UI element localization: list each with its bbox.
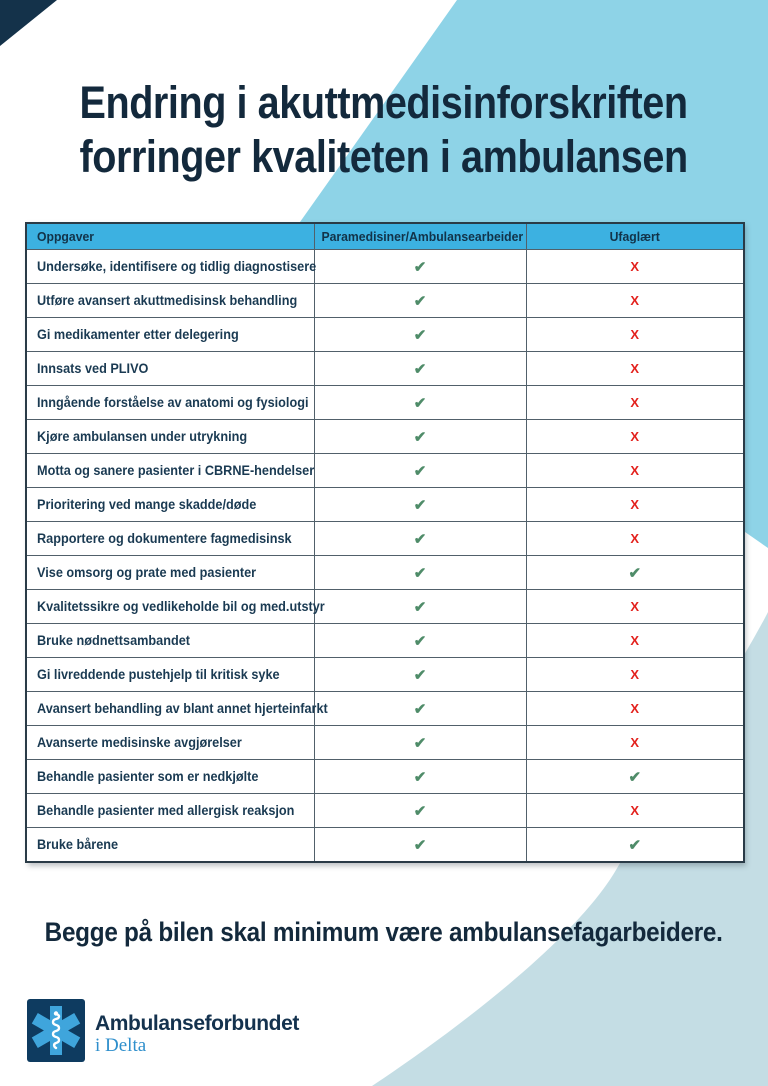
table-row: Gi medikamenter etter delegering ✔ X (25, 317, 745, 352)
table-row: Bruke bårene ✔ ✔ (25, 827, 745, 863)
task-label: Rapportere og dokumentere fagmedisinsk (25, 521, 315, 556)
header-unskilled: Ufaglært (525, 222, 745, 250)
table-row: Behandle pasienter med allergisk reaksjo… (25, 793, 745, 828)
table-row: Innsats ved PLIVO ✔ X (25, 351, 745, 386)
paramedic-mark: ✔ (313, 283, 527, 318)
unskilled-mark: X (525, 623, 745, 658)
unskilled-mark: X (525, 793, 745, 828)
star-of-life-icon (27, 999, 85, 1062)
table-row: Rapportere og dokumentere fagmedisinsk ✔… (25, 521, 745, 556)
table-row: Bruke nødnettsambandet ✔ X (25, 623, 745, 658)
paramedic-mark: ✔ (313, 759, 527, 794)
unskilled-mark: X (525, 521, 745, 556)
unskilled-mark: X (525, 351, 745, 386)
task-label: Gi medikamenter etter delegering (25, 317, 315, 352)
task-label: Innsats ved PLIVO (25, 351, 315, 386)
paramedic-mark: ✔ (313, 487, 527, 522)
table-row: Undersøke, identifisere og tidlig diagno… (25, 249, 745, 284)
table-row: Utføre avansert akuttmedisinsk behandlin… (25, 283, 745, 318)
task-label: Gi livreddende pustehjelp til kritisk sy… (25, 657, 315, 692)
table-row: Motta og sanere pasienter i CBRNE-hendel… (25, 453, 745, 488)
table-row: Gi livreddende pustehjelp til kritisk sy… (25, 657, 745, 692)
task-label: Avansert behandling av blant annet hjert… (25, 691, 328, 726)
paramedic-mark: ✔ (313, 657, 527, 692)
unskilled-mark: X (525, 249, 745, 284)
task-label: Bruke bårene (25, 827, 315, 863)
unskilled-mark: X (525, 283, 745, 318)
task-label: Vise omsorg og prate med pasienter (25, 555, 315, 590)
unskilled-mark: X (525, 725, 745, 760)
unskilled-mark: ✔ (525, 555, 745, 590)
paramedic-mark: ✔ (313, 419, 527, 454)
table-row: Prioritering ved mange skadde/døde ✔ X (25, 487, 745, 522)
table-row: Vise omsorg og prate med pasienter ✔ ✔ (25, 555, 745, 590)
task-label: Motta og sanere pasienter i CBRNE-hendel… (25, 453, 315, 488)
unskilled-mark: X (525, 657, 745, 692)
paramedic-mark: ✔ (313, 691, 527, 726)
paramedic-mark: ✔ (313, 317, 527, 352)
table-row: Kvalitetssikre og vedlikeholde bil og me… (25, 589, 745, 624)
unskilled-mark: X (525, 317, 745, 352)
task-label: Utføre avansert akuttmedisinsk behandlin… (25, 283, 315, 318)
logo-org-name: Ambulanseforbundet (95, 1012, 299, 1035)
table-row: Kjøre ambulansen under utrykning ✔ X (25, 419, 745, 454)
table-row: Behandle pasienter som er nedkjølte ✔ ✔ (25, 759, 745, 794)
task-label: Bruke nødnettsambandet (25, 623, 315, 658)
organization-logo: Ambulanseforbundet i Delta (27, 999, 299, 1062)
header-qualified: Paramedisiner/Ambulansearbeider (313, 222, 527, 250)
task-label: Behandle pasienter som er nedkjølte (25, 759, 315, 794)
paramedic-mark: ✔ (313, 351, 527, 386)
paramedic-mark: ✔ (313, 521, 527, 556)
unskilled-mark: X (525, 453, 745, 488)
table-body: Undersøke, identifisere og tidlig diagno… (25, 249, 745, 863)
table-row: Avanserte medisinske avgjørelser ✔ X (25, 725, 745, 760)
paramedic-mark: ✔ (313, 793, 527, 828)
paramedic-mark: ✔ (313, 725, 527, 760)
unskilled-mark: X (525, 589, 745, 624)
task-label: Undersøke, identifisere og tidlig diagno… (25, 249, 316, 284)
paramedic-mark: ✔ (313, 453, 527, 488)
task-label: Kvalitetssikre og vedlikeholde bil og me… (25, 589, 325, 624)
task-label: Avanserte medisinske avgjørelser (25, 725, 315, 760)
task-label: Behandle pasienter med allergisk reaksjo… (25, 793, 315, 828)
paramedic-mark: ✔ (313, 827, 527, 863)
corner-triangle (0, 0, 57, 46)
poster-title: Endring i akuttmedisinforskriften forrin… (0, 76, 768, 184)
header-tasks: Oppgaver (25, 222, 315, 250)
footer-statement: Begge på bilen skal minimum være ambulan… (45, 917, 723, 947)
paramedic-mark: ✔ (313, 555, 527, 590)
unskilled-mark: ✔ (525, 759, 745, 794)
title-line-2: forringer kvaliteten i ambulansen (79, 131, 689, 182)
title-line-1: Endring i akuttmedisinforskriften (79, 77, 689, 128)
task-label: Prioritering ved mange skadde/døde (25, 487, 315, 522)
logo-org-sub: i Delta (95, 1035, 147, 1056)
paramedic-mark: ✔ (313, 385, 527, 420)
paramedic-mark: ✔ (313, 623, 527, 658)
paramedic-mark: ✔ (313, 249, 527, 284)
comparison-table: Oppgaver Paramedisiner/Ambulansearbeider… (25, 222, 745, 863)
task-label: Kjøre ambulansen under utrykning (25, 419, 315, 454)
table-row: Avansert behandling av blant annet hjert… (25, 691, 745, 726)
unskilled-mark: X (525, 419, 745, 454)
paramedic-mark: ✔ (313, 589, 527, 624)
task-label: Inngående forståelse av anatomi og fysio… (25, 385, 315, 420)
table-row: Inngående forståelse av anatomi og fysio… (25, 385, 745, 420)
unskilled-mark: X (525, 487, 745, 522)
pale-curve-shape (372, 612, 768, 1086)
unskilled-mark: ✔ (525, 827, 745, 863)
table-header-row: Oppgaver Paramedisiner/Ambulansearbeider… (25, 222, 745, 250)
unskilled-mark: X (525, 385, 745, 420)
unskilled-mark: X (525, 691, 745, 726)
